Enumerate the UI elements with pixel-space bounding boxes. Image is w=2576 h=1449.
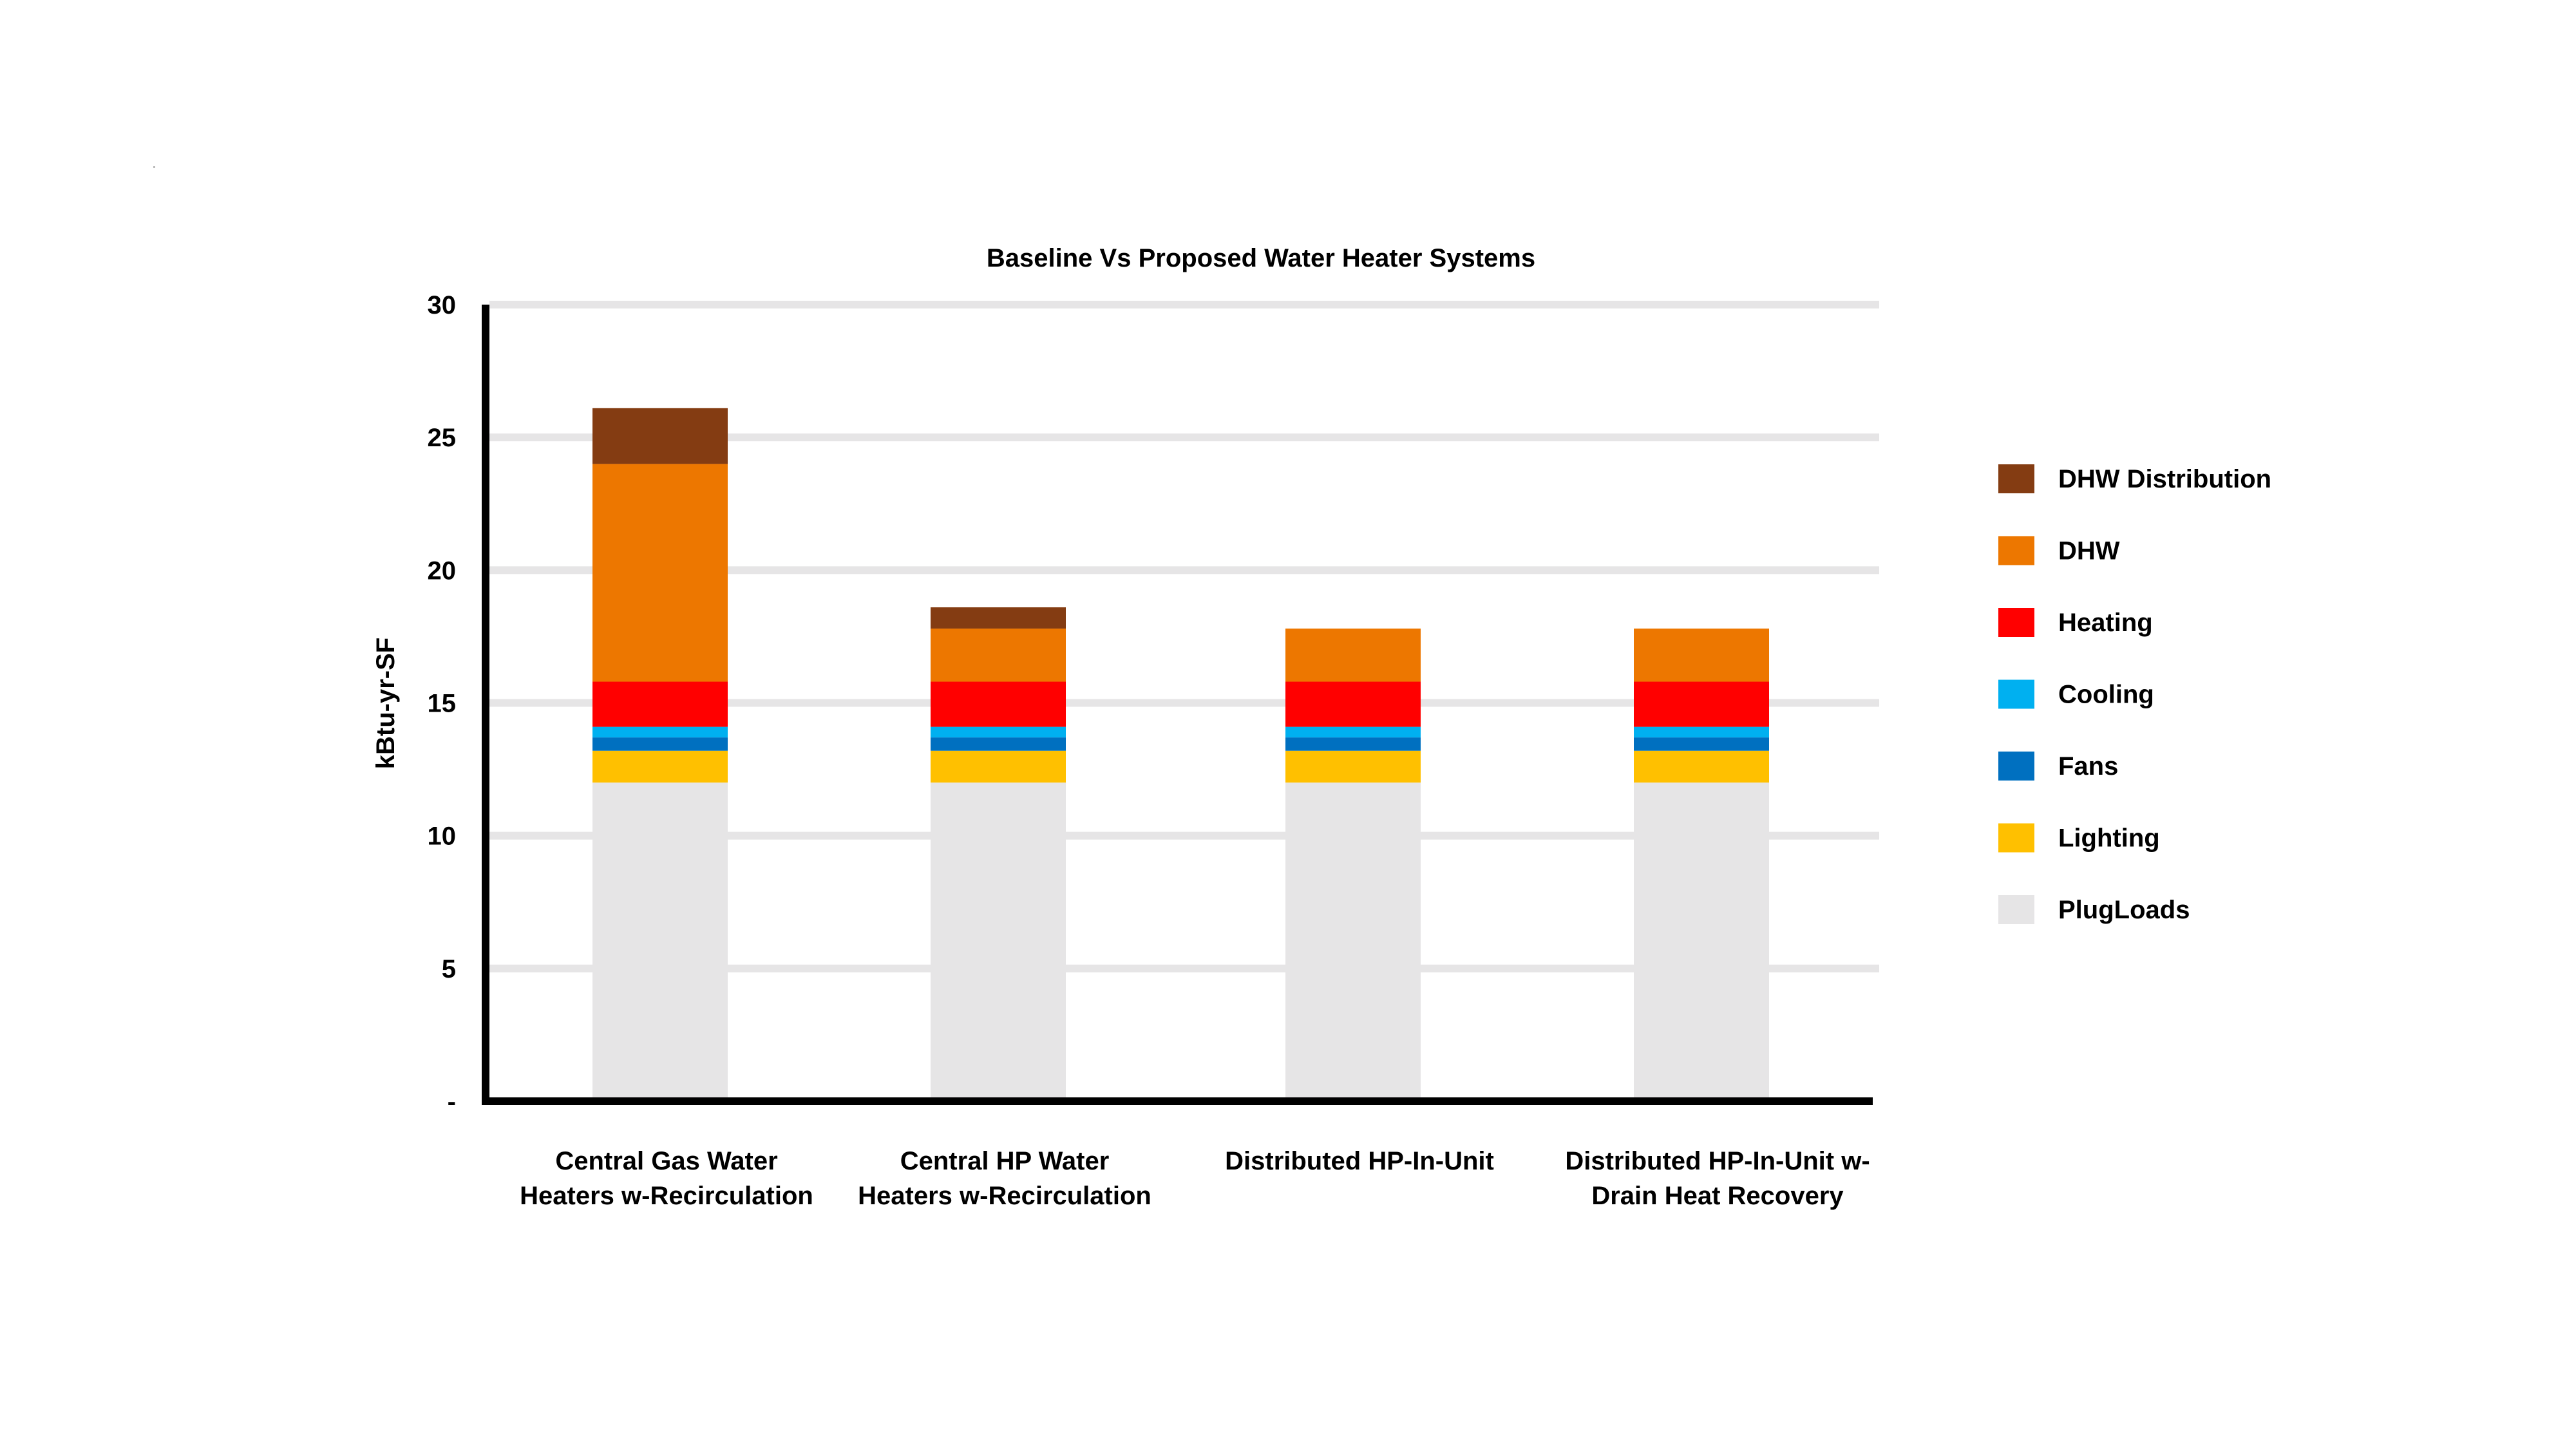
legend-label: Cooling [2058,681,2154,709]
bar-segment-cooling [1634,726,1769,738]
bar-segment-heating [931,681,1066,727]
x-category-label: Central Gas Water [555,1147,777,1175]
legend-label: PlugLoads [2058,896,2190,924]
gridlines [489,301,1879,972]
bar-stack [1634,629,1769,1101]
x-category-label: Distributed HP-In-Unit w- [1565,1147,1870,1175]
bar-segment-fans [931,737,1066,751]
legend-swatch [1998,895,2034,924]
y-tick-label: 10 [428,822,457,851]
x-axis-line [482,1097,1873,1105]
legend-item: Heating [1998,608,2153,637]
bars [592,408,1769,1101]
legend-swatch [1998,752,2034,781]
legend-item: Cooling [1998,679,2154,709]
legend-swatch [1998,536,2034,565]
bar-segment-plugloads [931,782,1066,1101]
gridline [489,566,1879,574]
legend-swatch [1998,823,2034,853]
legend-item: PlugLoads [1998,895,2190,924]
gridline [489,433,1879,442]
bar-segment-fans [1634,737,1769,751]
legend-swatch [1998,608,2034,637]
bar-segment-dhw [1634,629,1769,682]
legend-item: Fans [1998,752,2118,781]
y-tick-label: - [448,1088,456,1116]
bar-segment-dhw-distribution [592,408,728,464]
x-category-labels: Central Gas Water Heaters w-Recirculation… [520,1147,1870,1210]
bar-segment-dhw [1285,629,1421,682]
y-tick-labels: - 5 10 15 20 25 30 [428,291,457,1116]
bar-stack [931,607,1066,1101]
bar-segment-cooling [931,726,1066,738]
legend-swatch [1998,679,2034,709]
legend-item: DHW [1998,536,2120,565]
chart-title: Baseline Vs Proposed Water Heater System… [987,244,1535,272]
stray-dot [153,166,155,168]
y-tick-label: 5 [442,955,456,983]
bar-segment-lighting [1285,750,1421,783]
y-axis-label: kBtu-yr-SF [372,638,400,769]
x-category-label: Drain Heat Recovery [1591,1182,1844,1210]
bar-stack [1285,629,1421,1101]
legend-label: Fans [2058,752,2118,781]
bar-segment-plugloads [592,782,728,1101]
gridline [489,301,1879,308]
axes [482,305,1873,1105]
bar-segment-heating [1634,681,1769,727]
y-tick-label: 25 [428,424,457,452]
y-tick-label: 15 [428,690,457,718]
legend-item: DHW Distribution [1998,464,2271,493]
x-category-label: Distributed HP-In-Unit [1225,1147,1494,1175]
legend-label: DHW Distribution [2058,465,2271,493]
bar-segment-dhw [931,629,1066,682]
bar-segment-heating [592,681,728,727]
y-tick-label: 20 [428,556,457,585]
legend-item: Lighting [1998,823,2160,853]
bar-segment-lighting [592,750,728,783]
gridline [489,831,1879,840]
y-axis-line [482,305,489,1105]
bar-segment-dhw-distribution [931,607,1066,629]
bar-segment-dhw [592,464,728,682]
gridline [489,964,1879,972]
legend: DHW Distribution DHW Heating Cooling Fans Lig… [1998,464,2271,924]
gridline [489,699,1879,707]
bar-segment-lighting [1634,750,1769,783]
bar-segment-plugloads [1634,782,1769,1101]
bar-stack [592,408,728,1101]
legend-swatch [1998,464,2034,493]
bar-segment-lighting [931,750,1066,783]
bar-segment-cooling [1285,726,1421,738]
x-category-label: Heaters w-Recirculation [858,1182,1151,1210]
legend-label: Heating [2058,609,2153,637]
y-tick-label: 30 [428,291,457,319]
bar-segment-fans [592,737,728,751]
x-category-label: Central HP Water [900,1147,1110,1175]
x-category-label: Heaters w-Recirculation [520,1182,813,1210]
legend-label: Lighting [2058,824,2160,853]
bar-segment-heating [1285,681,1421,727]
bar-segment-cooling [592,726,728,738]
legend-label: DHW [2058,537,2120,565]
bar-segment-fans [1285,737,1421,751]
bar-segment-plugloads [1285,782,1421,1101]
